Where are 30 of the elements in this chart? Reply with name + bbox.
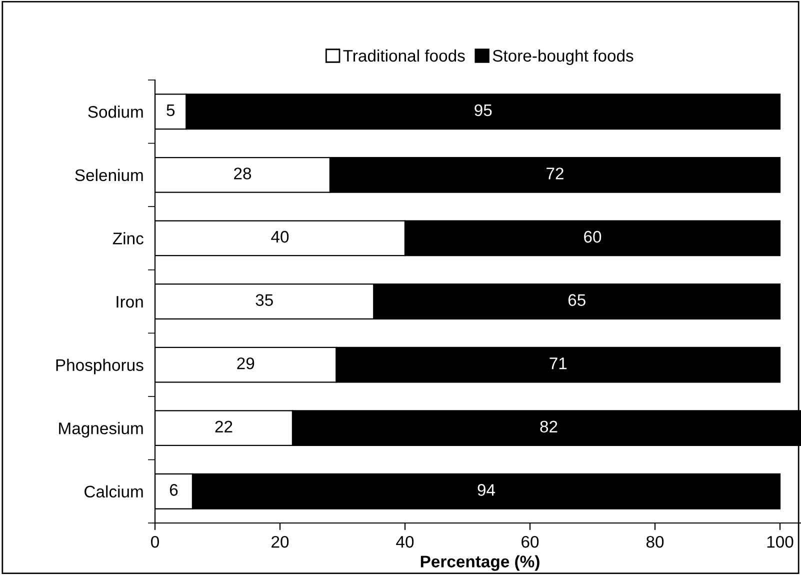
data-label: 28 [234, 168, 252, 180]
y-tick-label: Calcium [84, 485, 143, 498]
data-label: 5 [166, 104, 175, 116]
data-label: 29 [237, 357, 254, 370]
y-tick-label: Zinc [112, 232, 144, 244]
x-axis-title: Percentage (%) [420, 555, 540, 571]
legend-label: Store-bought foods [492, 49, 634, 65]
x-tick-label: 40 [396, 536, 414, 548]
x-tick-label: 60 [522, 536, 539, 548]
data-label: 94 [478, 484, 496, 496]
x-tick-label: 80 [646, 536, 664, 548]
legend-label: Traditional foods [343, 49, 465, 62]
data-label: 35 [256, 294, 273, 306]
y-tick-label: Magnesium [59, 422, 143, 438]
data-label: 22 [215, 420, 232, 432]
y-tick-label: Iron [116, 296, 143, 308]
data-label: 60 [584, 230, 602, 243]
y-tick-label: Selenium [75, 168, 143, 182]
data-label: 72 [546, 168, 564, 180]
y-tick-label: Phosphorus [56, 358, 144, 374]
data-label: 95 [474, 104, 492, 116]
x-tick-label: 20 [272, 536, 289, 548]
data-label: 71 [550, 358, 567, 370]
x-tick-label: 0 [151, 536, 159, 548]
y-tick-label: Sodium [88, 106, 143, 118]
data-label: 65 [568, 294, 586, 306]
x-tick-label: 100 [767, 536, 794, 548]
data-label: 40 [271, 230, 289, 243]
data-label: 82 [540, 420, 558, 433]
data-label: 6 [170, 484, 178, 496]
